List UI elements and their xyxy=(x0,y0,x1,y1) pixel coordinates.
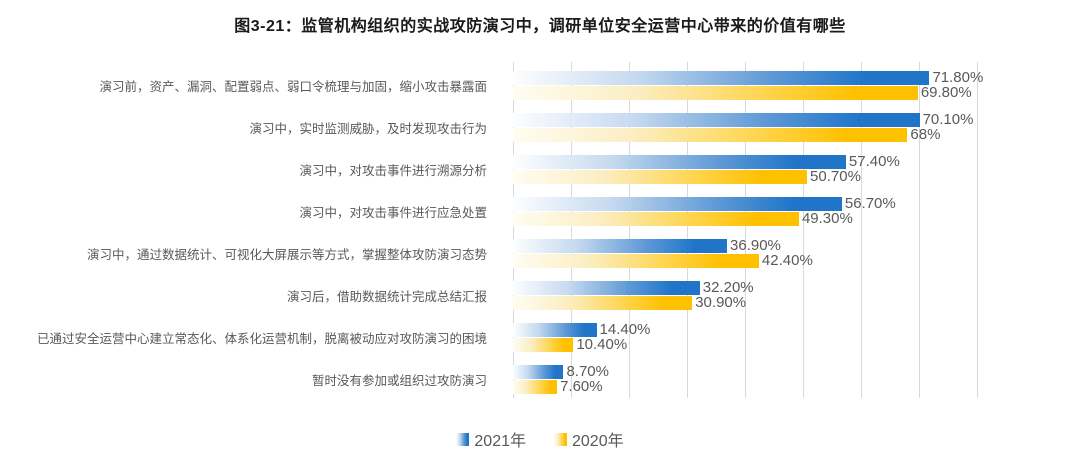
value-label-2021年: 32.20% xyxy=(702,279,754,296)
bar-2021年 xyxy=(513,281,700,295)
category-axis: 演习前，资产、漏洞、配置弱点、弱口令梳理与加固，缩小攻击暴露面演习中，实时监测威… xyxy=(0,62,487,398)
value-label-2020年: 10.40% xyxy=(576,336,628,353)
legend-swatch-2020年 xyxy=(554,432,567,446)
bar-2020年 xyxy=(513,212,799,226)
gridline xyxy=(861,62,862,398)
legend-swatch-2021年 xyxy=(456,432,470,446)
legend-item-2020年: 2020年 xyxy=(554,427,624,451)
gridline xyxy=(571,62,572,398)
category-label: 演习中，对攻击事件进行应急处置 xyxy=(299,206,487,220)
value-label-2020年: 7.60% xyxy=(560,378,603,395)
category-label: 演习中，对攻击事件进行溯源分析 xyxy=(299,164,487,178)
bar-2021年 xyxy=(513,155,846,169)
bar-2021年 xyxy=(513,197,842,211)
legend-label: 2021年 xyxy=(474,433,526,450)
value-label-2021年: 14.40% xyxy=(599,321,651,338)
bar-2020年 xyxy=(513,296,693,310)
gridline xyxy=(977,62,978,398)
legend: 2021年 2020年 xyxy=(0,427,1080,451)
value-label-2020年: 50.70% xyxy=(810,168,861,185)
bar-2021年 xyxy=(513,113,920,127)
gridline xyxy=(513,62,514,398)
gridline xyxy=(919,62,920,398)
gridline xyxy=(745,62,746,398)
value-label-2020年: 49.30% xyxy=(801,210,853,227)
value-label-2020年: 68% xyxy=(910,126,941,143)
bar-2020年 xyxy=(513,380,558,394)
bar-2020年 xyxy=(513,338,574,352)
category-label: 演习后，借助数据统计完成总结汇报 xyxy=(286,290,487,304)
category-label: 演习前，资产、漏洞、配置弱点、弱口令梳理与加固，缩小攻击暴露面 xyxy=(99,80,487,94)
legend-item-2021年: 2021年 xyxy=(456,427,526,451)
value-label-2021年: 56.70% xyxy=(844,195,896,212)
value-label-2020年: 69.80% xyxy=(920,84,972,101)
bar-2020年 xyxy=(513,86,918,100)
bar-2021年 xyxy=(513,365,564,379)
bar-2021年 xyxy=(513,323,597,337)
bar-2020年 xyxy=(513,128,908,142)
category-label: 已通过安全运营中心建立常态化、体系化运营机制，脱离被动应对攻防演习的困境 xyxy=(36,332,487,346)
category-label: 暂时没有参加或组织过攻防演习 xyxy=(311,374,487,388)
value-label-2021年: 57.40% xyxy=(848,153,900,170)
value-label-2020年: 42.40% xyxy=(761,252,813,269)
category-label: 演习中，通过数据统计、可视化大屏展示等方式，掌握整体攻防演习态势 xyxy=(86,248,487,262)
gridline xyxy=(687,62,688,398)
chart-title: 图3-21：监管机构组织的实战攻防演习中，调研单位安全运营中心带来的价值有哪些 xyxy=(234,18,846,35)
value-label-2021年: 36.90% xyxy=(730,237,781,254)
category-label: 演习中，实时监测威胁，及时发现攻击行为 xyxy=(249,122,487,136)
legend-label: 2020年 xyxy=(572,433,624,450)
bar-2021年 xyxy=(513,71,930,85)
value-label-2020年: 30.90% xyxy=(695,294,747,311)
plot-area: 71.80% 69.80% 70.10% 68% 57.40% 50.70% 56.70% 4… xyxy=(513,62,983,398)
value-label-2021年: 71.80% xyxy=(932,69,984,86)
gridline xyxy=(803,62,804,398)
gridline xyxy=(629,62,630,398)
bar-2020年 xyxy=(513,254,759,268)
value-label-2021年: 8.70% xyxy=(566,363,609,380)
bar-2020年 xyxy=(513,170,808,184)
bar-2021年 xyxy=(513,239,728,253)
value-label-2021年: 70.10% xyxy=(922,111,974,128)
